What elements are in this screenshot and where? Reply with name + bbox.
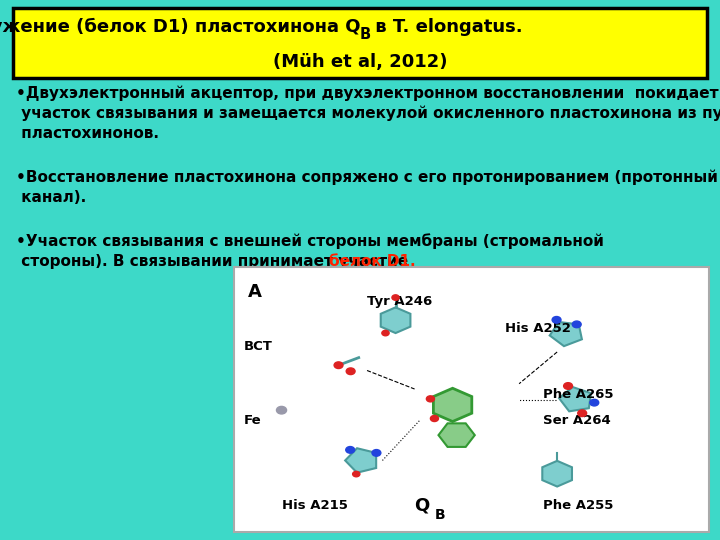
Text: Q: Q bbox=[415, 496, 430, 515]
FancyBboxPatch shape bbox=[13, 8, 707, 78]
Text: Tyr A246: Tyr A246 bbox=[367, 295, 432, 308]
Text: участок связывания и замещается молекулой окисленного пластохинона из пула: участок связывания и замещается молекуло… bbox=[16, 106, 720, 122]
FancyBboxPatch shape bbox=[234, 267, 709, 532]
Text: B: B bbox=[360, 27, 371, 42]
Text: Белковое окружение (белок D1) пластохинона Q: Белковое окружение (белок D1) пластохино… bbox=[0, 18, 360, 36]
Text: канал).: канал). bbox=[16, 190, 86, 205]
Polygon shape bbox=[438, 423, 474, 447]
Text: A: A bbox=[248, 283, 262, 301]
Text: пластохинонов.: пластохинонов. bbox=[16, 126, 159, 141]
Circle shape bbox=[392, 295, 399, 300]
Circle shape bbox=[577, 410, 587, 416]
Text: His A215: His A215 bbox=[282, 499, 347, 512]
Text: Ser A264: Ser A264 bbox=[543, 414, 611, 427]
Text: в T. elongatus.: в T. elongatus. bbox=[369, 18, 522, 36]
Text: •Участок связывания с внешней стороны мембраны (стромальной: •Участок связывания с внешней стороны ме… bbox=[16, 233, 603, 249]
Polygon shape bbox=[542, 461, 572, 487]
Circle shape bbox=[353, 471, 360, 477]
Text: Fe: Fe bbox=[243, 414, 261, 427]
Circle shape bbox=[346, 447, 355, 453]
Circle shape bbox=[276, 407, 287, 414]
Circle shape bbox=[564, 383, 572, 389]
Circle shape bbox=[346, 368, 355, 375]
Polygon shape bbox=[559, 387, 591, 411]
Text: His A252: His A252 bbox=[505, 322, 571, 335]
Circle shape bbox=[334, 362, 343, 368]
Polygon shape bbox=[381, 307, 410, 333]
Text: белок D1.: белок D1. bbox=[329, 254, 415, 269]
Text: BCT: BCT bbox=[243, 340, 272, 353]
Polygon shape bbox=[549, 322, 582, 346]
Circle shape bbox=[426, 396, 434, 402]
Text: стороны). В связывании принимает участие: стороны). В связывании принимает участие bbox=[16, 254, 413, 269]
Text: Phe A255: Phe A255 bbox=[543, 499, 613, 512]
Text: B: B bbox=[435, 508, 446, 522]
Text: •Двухэлектронный акцептор, при двухэлектронном восстановлении  покидает: •Двухэлектронный акцептор, при двухэлект… bbox=[16, 85, 719, 101]
Text: Phe A265: Phe A265 bbox=[543, 388, 613, 401]
Polygon shape bbox=[433, 388, 472, 422]
Circle shape bbox=[372, 450, 381, 456]
Text: (Müh et al, 2012): (Müh et al, 2012) bbox=[273, 53, 447, 71]
Circle shape bbox=[431, 415, 438, 422]
Circle shape bbox=[572, 321, 581, 328]
Circle shape bbox=[552, 316, 561, 323]
Circle shape bbox=[590, 399, 599, 406]
Polygon shape bbox=[345, 448, 376, 472]
Text: •Восстановление пластохинона сопряжено с его протонированием (протонный: •Восстановление пластохинона сопряжено с… bbox=[16, 170, 718, 185]
Circle shape bbox=[382, 330, 389, 336]
